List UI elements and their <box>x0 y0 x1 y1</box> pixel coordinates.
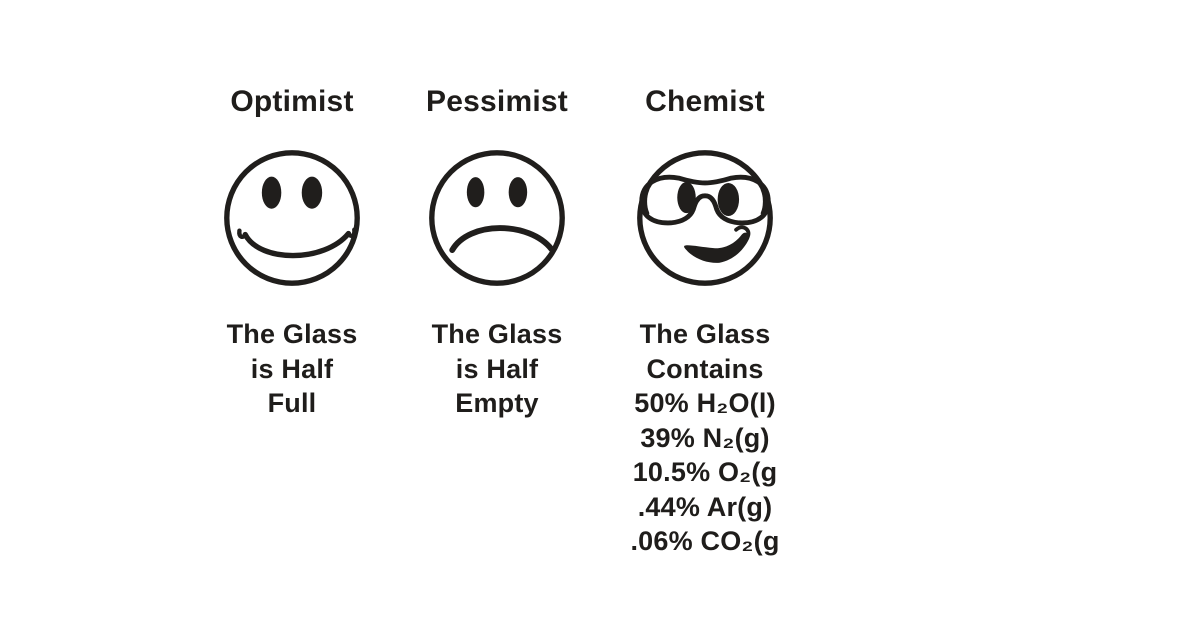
caption-line: The Glass <box>639 319 771 349</box>
right-eye <box>301 176 323 209</box>
pessimist-column: Pessimist The Glass is Half Empty <box>381 84 613 421</box>
pessimist-title: Pessimist <box>426 85 568 118</box>
caption-line: .44% Ar(g) <box>637 491 773 522</box>
caption-line: 10.5% O₂(g <box>632 457 778 487</box>
frown-mouth <box>449 225 555 254</box>
smile-right-curl <box>346 227 357 238</box>
smirk-corner-curl <box>734 225 751 239</box>
caption-line: is Half <box>455 353 539 384</box>
optimist-title: Optimist <box>230 85 354 118</box>
optimist-caption: The Glass is Half Full <box>176 317 408 421</box>
goggles-smiley-icon <box>637 150 773 286</box>
safety-goggles <box>639 174 771 226</box>
smile-left-curl <box>237 228 248 239</box>
caption-line: Empty <box>455 388 539 418</box>
smiley-head <box>224 150 360 286</box>
chemist-title: Chemist <box>645 85 765 118</box>
left-eye <box>466 177 485 208</box>
left-eye <box>677 181 696 214</box>
optimist-column: Optimist The Glass is Half Full <box>176 84 408 421</box>
caption-line: is Half <box>250 353 334 384</box>
goggles-right-rim <box>760 188 767 215</box>
right-eye <box>717 182 740 217</box>
left-eye <box>261 176 282 209</box>
happy-smiley-icon <box>224 150 360 286</box>
pessimist-caption: The Glass is Half Empty <box>381 317 613 421</box>
right-eye <box>508 177 528 208</box>
smiley-head <box>429 150 565 286</box>
goggles-left-rim <box>643 188 650 215</box>
sad-smiley-icon <box>429 150 565 286</box>
caption-line: 39% N₂(g) <box>640 422 770 453</box>
chemist-column: Chemist The Glass Contains 50% H₂O(l) 39% N… <box>589 84 821 559</box>
caption-line: .06% CO₂(g <box>630 526 780 556</box>
smile-mouth <box>242 230 352 259</box>
caption-line: The Glass <box>226 319 358 349</box>
smirk-mouth <box>684 232 750 263</box>
chemist-caption: The Glass Contains 50% H₂O(l) 39% N₂(g) 10.5… <box>589 317 821 559</box>
smiley-head <box>637 150 773 286</box>
caption-line: Full <box>267 388 317 418</box>
caption-line: The Glass <box>431 319 563 349</box>
caption-line: Contains <box>646 353 764 384</box>
caption-line: 50% H₂O(l) <box>634 388 776 418</box>
